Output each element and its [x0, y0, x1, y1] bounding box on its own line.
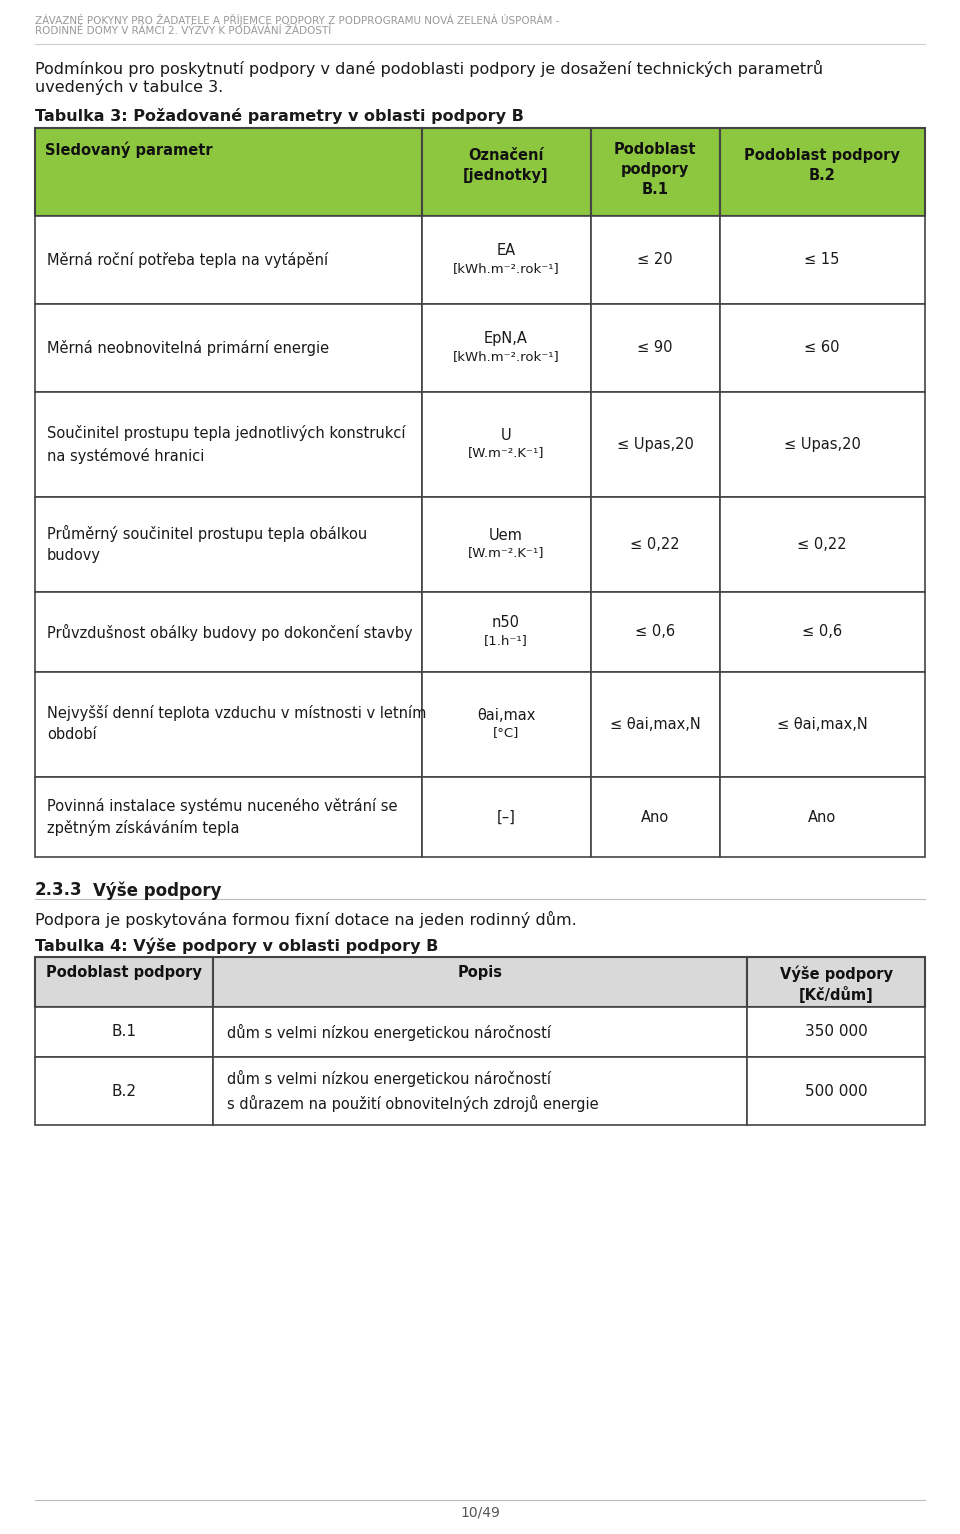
- Bar: [213, 1057, 747, 1124]
- Text: ≤ Upas,20: ≤ Upas,20: [616, 437, 693, 453]
- Text: ≤ 20: ≤ 20: [637, 253, 673, 267]
- Text: [kWh.m⁻².rok⁻¹]: [kWh.m⁻².rok⁻¹]: [452, 262, 560, 275]
- Text: Nejvyšší denní teplota vzduchu v místnosti v letním
období: Nejvyšší denní teplota vzduchu v místnos…: [47, 706, 426, 742]
- Bar: [35, 957, 213, 1006]
- Bar: [720, 216, 925, 304]
- Text: Podmínkou pro poskytnutí podpory v dané podoblasti podpory je dosažení technický: Podmínkou pro poskytnutí podpory v dané …: [35, 60, 823, 77]
- Text: ≤ 90: ≤ 90: [637, 341, 673, 356]
- Text: [°C]: [°C]: [492, 727, 519, 739]
- Bar: [422, 304, 591, 393]
- Bar: [35, 778, 422, 858]
- Text: Součinitel prostupu tepla jednotlivých konstrukcí
na systémové hranici: Součinitel prostupu tepla jednotlivých k…: [47, 425, 405, 463]
- Text: Podoblast
podpory
B.1: Podoblast podpory B.1: [613, 143, 696, 196]
- Bar: [591, 592, 720, 672]
- Bar: [422, 778, 591, 858]
- Bar: [35, 304, 422, 393]
- Text: RODINNÉ DOMY V RÁMCI 2. VÝZVY K PODÁVÁNÍ ŽÁDOSTÍ: RODINNÉ DOMY V RÁMCI 2. VÝZVY K PODÁVÁNÍ…: [35, 26, 331, 35]
- Text: ≤ Upas,20: ≤ Upas,20: [783, 437, 860, 453]
- Text: ≤ 0,6: ≤ 0,6: [802, 624, 842, 640]
- Text: Ano: Ano: [641, 810, 669, 824]
- Bar: [422, 672, 591, 778]
- Bar: [35, 393, 422, 497]
- Text: [–]: [–]: [496, 810, 516, 824]
- Text: Sledovaný parametr: Sledovaný parametr: [45, 143, 212, 158]
- Bar: [720, 672, 925, 778]
- Text: n50: n50: [492, 615, 520, 630]
- Text: [W.m⁻².K⁻¹]: [W.m⁻².K⁻¹]: [468, 446, 544, 460]
- Bar: [720, 592, 925, 672]
- Text: Tabulka 3: Požadované parametry v oblasti podpory B: Tabulka 3: Požadované parametry v oblast…: [35, 107, 524, 124]
- Bar: [720, 393, 925, 497]
- Text: dům s velmi nízkou energetickou náročností
s důrazem na použití obnovitelných zd: dům s velmi nízkou energetickou náročnos…: [227, 1071, 599, 1112]
- Text: Podpora je poskytována formou fixní dotace na jeden rodinný dům.: Podpora je poskytována formou fixní dota…: [35, 911, 577, 928]
- Text: ≤ 0,22: ≤ 0,22: [630, 537, 680, 552]
- Bar: [747, 1057, 925, 1124]
- Bar: [591, 304, 720, 393]
- Bar: [213, 957, 747, 1006]
- Text: Povinná instalace systému nuceného větrání se
zpětným získáváním tepla: Povinná instalace systému nuceného větrá…: [47, 798, 397, 836]
- Text: 10/49: 10/49: [460, 1506, 500, 1520]
- Text: EpN,A: EpN,A: [484, 331, 528, 347]
- Bar: [35, 216, 422, 304]
- Bar: [422, 393, 591, 497]
- Bar: [720, 127, 925, 216]
- Text: [kWh.m⁻².rok⁻¹]: [kWh.m⁻².rok⁻¹]: [452, 350, 560, 364]
- Bar: [591, 127, 720, 216]
- Bar: [422, 592, 591, 672]
- Bar: [720, 304, 925, 393]
- Bar: [35, 672, 422, 778]
- Bar: [720, 778, 925, 858]
- Bar: [591, 497, 720, 592]
- Text: Měrná neobnovitelná primární energie: Měrná neobnovitelná primární energie: [47, 341, 329, 356]
- Bar: [591, 778, 720, 858]
- Text: ≤ θai,max,N: ≤ θai,max,N: [777, 716, 868, 732]
- Bar: [720, 497, 925, 592]
- Text: 350 000: 350 000: [804, 1025, 868, 1040]
- Text: B.2: B.2: [111, 1083, 136, 1098]
- Text: Výše podpory: Výše podpory: [93, 881, 222, 899]
- Bar: [422, 216, 591, 304]
- Text: 500 000: 500 000: [804, 1083, 867, 1098]
- Text: uvedených v tabulce 3.: uvedených v tabulce 3.: [35, 78, 224, 95]
- Text: dům s velmi nízkou energetickou náročností: dům s velmi nízkou energetickou náročnos…: [227, 1023, 551, 1040]
- Text: ≤ 0,22: ≤ 0,22: [797, 537, 847, 552]
- Bar: [35, 127, 422, 216]
- Text: Ano: Ano: [808, 810, 836, 824]
- Bar: [591, 216, 720, 304]
- Text: Uem: Uem: [489, 528, 523, 543]
- Bar: [35, 592, 422, 672]
- Bar: [591, 393, 720, 497]
- Bar: [422, 497, 591, 592]
- Text: Označení
[jednotky]: Označení [jednotky]: [463, 147, 549, 183]
- Text: Podoblast podpory
B.2: Podoblast podpory B.2: [744, 147, 900, 183]
- Bar: [35, 497, 422, 592]
- Text: Popis: Popis: [458, 965, 502, 980]
- Text: Průměrný součinitel prostupu tepla obálkou
budovy: Průměrný součinitel prostupu tepla obálk…: [47, 525, 368, 563]
- Text: B.1: B.1: [111, 1025, 136, 1040]
- Text: θai,max: θai,max: [477, 707, 535, 723]
- Text: EA: EA: [496, 242, 516, 258]
- Text: ≤ 15: ≤ 15: [804, 253, 840, 267]
- Text: Měrná roční potřeba tepla na vytápění: Měrná roční potřeba tepla na vytápění: [47, 253, 328, 268]
- Text: U: U: [501, 428, 512, 442]
- Bar: [747, 1006, 925, 1057]
- Bar: [591, 672, 720, 778]
- Text: [W.m⁻².K⁻¹]: [W.m⁻².K⁻¹]: [468, 546, 544, 560]
- Text: Průvzdušnost obálky budovy po dokončení stavby: Průvzdušnost obálky budovy po dokončení …: [47, 624, 413, 641]
- Bar: [35, 1006, 213, 1057]
- Text: ZÁVAZNÉ POKYNY PRO ŽADATELE A PŘÍJEMCE PODPORY Z PODPROGRAMU NOVÁ ZELENÁ ÚSPORÁM: ZÁVAZNÉ POKYNY PRO ŽADATELE A PŘÍJEMCE P…: [35, 14, 560, 26]
- Text: Tabulka 4: Výše podpory v oblasti podpory B: Tabulka 4: Výše podpory v oblasti podpor…: [35, 937, 439, 954]
- Text: ≤ 60: ≤ 60: [804, 341, 840, 356]
- Text: Podoblast podpory: Podoblast podpory: [46, 965, 202, 980]
- Bar: [35, 1057, 213, 1124]
- Text: Výše podpory
[Kč/dům]: Výše podpory [Kč/dům]: [780, 965, 893, 1003]
- Text: 2.3.3: 2.3.3: [35, 881, 83, 899]
- Bar: [747, 957, 925, 1006]
- Text: ≤ 0,6: ≤ 0,6: [635, 624, 675, 640]
- Bar: [422, 127, 591, 216]
- Text: [1.h⁻¹]: [1.h⁻¹]: [484, 634, 528, 647]
- Text: ≤ θai,max,N: ≤ θai,max,N: [610, 716, 701, 732]
- Bar: [213, 1006, 747, 1057]
